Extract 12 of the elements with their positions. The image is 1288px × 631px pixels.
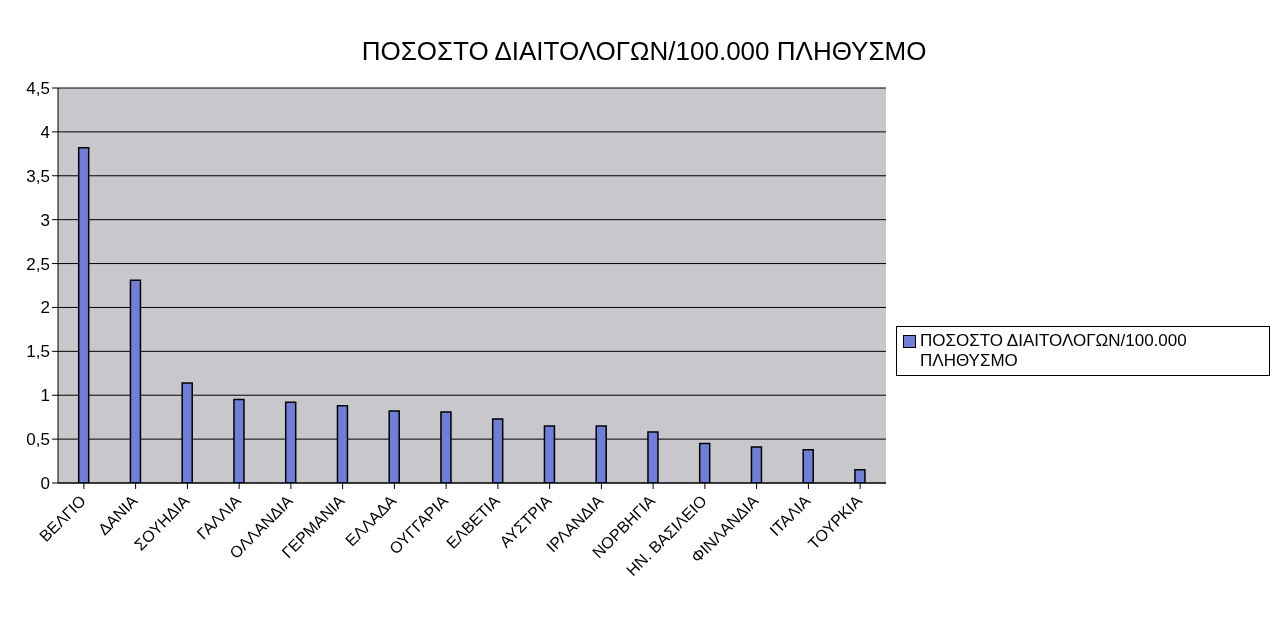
y-tick-label: 3 <box>40 210 50 230</box>
legend-label: ΠΟΣΟΣΤΟ ΔΙΑΙΤΟΛΟΓΩΝ/100.000 ΠΛΗΘΥΣΜΟ <box>920 330 1188 371</box>
y-tick-label: 0 <box>40 474 50 494</box>
chart-title: ΠΟΣΟΣΤΟ ΔΙΑΙΤΟΛΟΓΩΝ/100.000 ΠΛΗΘΥΣΜΟ <box>360 35 928 68</box>
y-tick-label: 4,5 <box>26 79 50 99</box>
y-tick-label: 4 <box>40 122 50 142</box>
y-tick-label: 2,5 <box>26 254 50 274</box>
y-tick-label: 1 <box>40 386 50 406</box>
y-tick-label: 3,5 <box>26 166 50 186</box>
y-tick-label: 1,5 <box>26 342 50 362</box>
y-tick-label: 2 <box>40 298 50 318</box>
y-tick-label: 0,5 <box>26 430 50 450</box>
